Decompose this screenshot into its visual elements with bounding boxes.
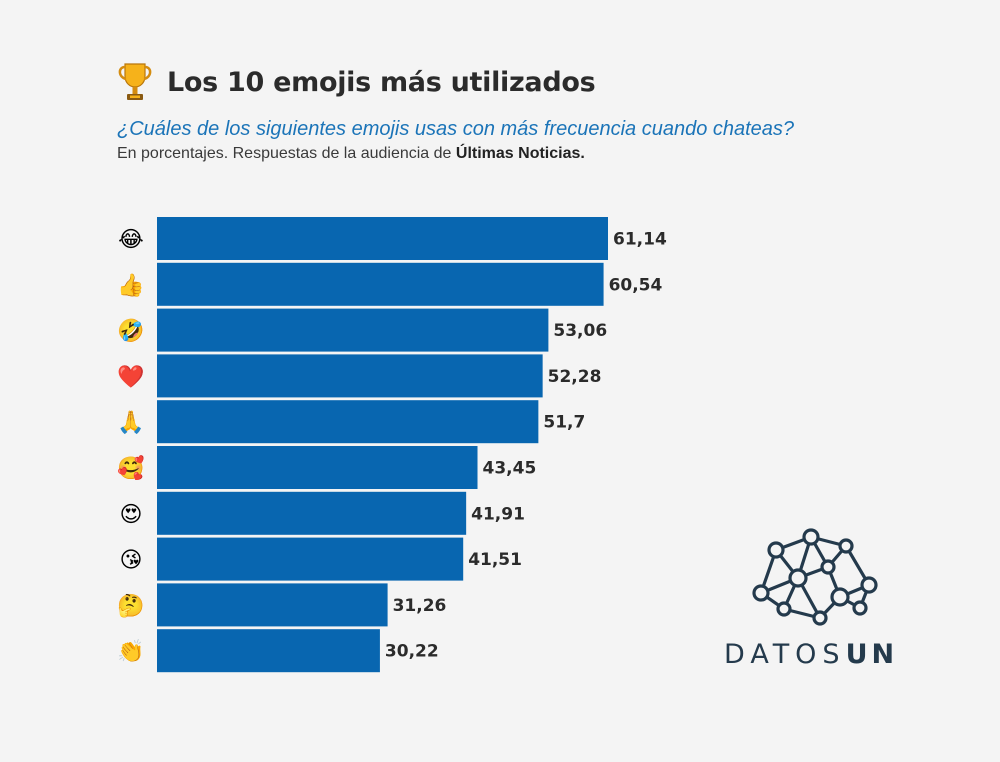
bar-8 bbox=[157, 537, 464, 581]
thumbs-up-icon: 👍 bbox=[117, 272, 144, 297]
bar-value-label-4: 52,28 bbox=[548, 367, 602, 387]
tears-of-joy-icon: 😂 bbox=[118, 227, 144, 252]
bar-7 bbox=[157, 491, 467, 535]
thinking-face-icon: 🤔 bbox=[117, 593, 144, 618]
bar-value-label-7: 41,91 bbox=[471, 504, 525, 524]
header: Los 10 emojis más utilizados ¿Cuáles de … bbox=[117, 60, 977, 163]
folded-hands-icon: 🙏 bbox=[117, 410, 144, 435]
bar-value-label-10: 30,22 bbox=[385, 642, 439, 662]
bar-3 bbox=[157, 308, 549, 352]
title-row: Los 10 emojis más utilizados bbox=[117, 60, 977, 104]
subtitle: ¿Cuáles de los siguientes emojis usas co… bbox=[117, 118, 795, 140]
page-title: Los 10 emojis más utilizados bbox=[167, 66, 596, 98]
trophy-icon bbox=[118, 63, 152, 100]
red-heart-icon: ❤️ bbox=[117, 364, 145, 389]
bar-value-label-5: 51,7 bbox=[543, 413, 585, 433]
bar-value-label-1: 61,14 bbox=[613, 230, 667, 250]
bar-1 bbox=[157, 217, 608, 260]
bar-5 bbox=[157, 400, 539, 444]
source-note: En porcentajes. Respuestas de la audienc… bbox=[117, 145, 977, 163]
datosun-logo: DATOSUN bbox=[724, 525, 924, 675]
rolling-laughing-icon: 🤣 bbox=[116, 318, 144, 345]
bar-value-label-8: 41,51 bbox=[468, 550, 522, 570]
network-logo-icon bbox=[752, 528, 878, 626]
bar-4 bbox=[157, 354, 543, 398]
bar-6 bbox=[157, 446, 478, 489]
bar-9 bbox=[157, 583, 388, 627]
bar-10 bbox=[157, 629, 380, 673]
brand-name-bold: UN bbox=[845, 639, 899, 670]
bar-value-label-6: 43,45 bbox=[483, 459, 537, 479]
brand-name: DATOSUN bbox=[724, 639, 924, 670]
bar-value-label-2: 60,54 bbox=[609, 275, 663, 295]
note-source: Últimas Noticias. bbox=[455, 145, 585, 162]
brand-name-light: DATOS bbox=[724, 639, 846, 670]
blowing-kiss-icon: 😘 bbox=[120, 547, 143, 572]
smiling-hearts-icon: 🥰 bbox=[117, 455, 144, 481]
clapping-hands-icon: 👏 bbox=[117, 639, 144, 664]
bar-2 bbox=[157, 262, 604, 306]
heart-eyes-icon: 😍 bbox=[120, 501, 143, 526]
bar-value-label-9: 31,26 bbox=[393, 596, 447, 616]
note-prefix: En porcentajes. Respuestas de la audienc… bbox=[117, 145, 456, 162]
bar-value-label-3: 53,06 bbox=[553, 321, 607, 341]
